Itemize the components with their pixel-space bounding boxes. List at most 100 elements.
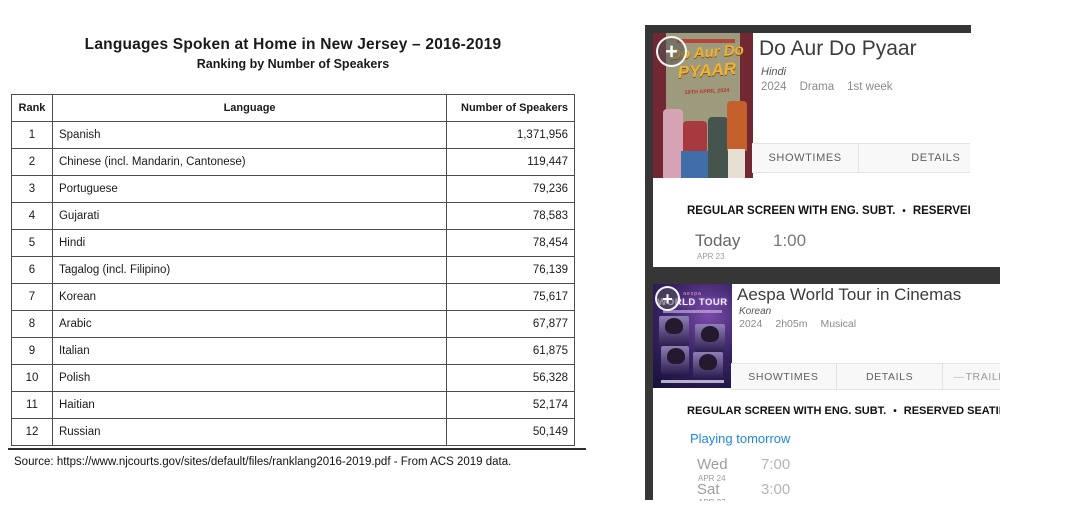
tab-details[interactable]: DETAILS xyxy=(837,364,944,389)
rank-cell: 3 xyxy=(11,175,53,203)
movie-tabbar: SHOWTIMES DETAILS —TRAILER xyxy=(731,363,1000,390)
table-header-row: Rank Language Number of Speakers xyxy=(11,94,575,122)
screen-type: REGULAR SCREEN WITH ENG. SUBT. xyxy=(687,405,887,417)
showtime-day: Wed xyxy=(697,456,728,473)
rank-cell: 8 xyxy=(11,310,53,338)
table-row: 7 Korean 75,617 xyxy=(11,283,575,311)
movie-meta: 2024 Drama 1st week xyxy=(761,81,906,93)
movie-week: 1st week xyxy=(847,81,893,93)
movie-card-aespa-world-tour: aespa WORLD TOUR + Aespa World Tour in C… xyxy=(653,284,1000,526)
table-row: 8 Arabic 67,877 xyxy=(11,310,575,338)
table-row: 10 Polish 56,328 xyxy=(11,364,575,392)
speakers-cell: 52,174 xyxy=(446,391,575,419)
bullet-separator: • xyxy=(902,206,906,217)
speakers-cell: 67,877 xyxy=(446,310,575,338)
showtime-button[interactable]: 3:00 xyxy=(761,481,791,498)
movie-genre: Musical xyxy=(820,318,857,330)
column-header-language: Language xyxy=(51,94,448,122)
language-cell: Chinese (incl. Mandarin, Cantonese) xyxy=(51,148,448,176)
showtime-button[interactable]: 1:00 xyxy=(773,231,807,250)
table-row: 9 Italian 61,875 xyxy=(11,337,575,365)
rank-cell: 1 xyxy=(11,121,53,149)
language-cell: Arabic xyxy=(51,310,448,338)
bullet-separator: • xyxy=(893,406,897,417)
seating-type: RESERVED SEATING xyxy=(912,205,970,217)
poster-figure xyxy=(728,149,745,178)
rank-cell: 7 xyxy=(11,283,53,311)
language-cell: Hindi xyxy=(51,229,448,257)
movie-poster[interactable]: Do Aur Do PYAAR 19TH APRIL 2024 + xyxy=(653,33,753,178)
showtime-date: APR 27 xyxy=(698,498,738,501)
speakers-cell: 1,371,956 xyxy=(446,121,575,149)
speakers-cell: 79,236 xyxy=(446,175,575,203)
poster-release-date: 19TH APRIL 2024 xyxy=(684,87,730,97)
movie-year: 2024 xyxy=(739,318,763,330)
table-row: 5 Hindi 78,454 xyxy=(11,229,575,257)
document-title: Languages Spoken at Home in New Jersey –… xyxy=(84,36,502,53)
poster-figure xyxy=(727,101,747,151)
tab-showtimes[interactable]: SHOWTIMES xyxy=(752,144,860,172)
speakers-cell: 61,875 xyxy=(446,337,575,365)
movie-language: Hindi xyxy=(761,66,787,78)
movie-language: Korean xyxy=(739,306,772,317)
add-to-watchlist-icon[interactable]: + xyxy=(656,36,687,67)
language-cell: Gujarati xyxy=(51,202,448,230)
table-bottom-rule xyxy=(8,448,586,450)
source-citation: Source: https://www.njcourts.gov/sites/d… xyxy=(14,456,512,468)
screen-type: REGULAR SCREEN WITH ENG. SUBT. xyxy=(687,205,896,217)
tab-details[interactable]: DETAILS xyxy=(911,152,961,164)
screen-format-info: REGULAR SCREEN WITH ENG. SUBT. • RESERVED … xyxy=(687,205,970,217)
column-header-rank: Rank xyxy=(11,94,53,122)
screen-format-info: REGULAR SCREEN WITH ENG. SUBT. • RESERVED … xyxy=(687,405,1000,417)
movie-tabbar: SHOWTIMES DETAILS xyxy=(752,143,970,173)
movie-card-do-aur-do-pyaar: Do Aur Do PYAAR 19TH APRIL 2024 + Do Aur… xyxy=(653,33,970,267)
tab-showtimes[interactable]: SHOWTIMES xyxy=(731,364,837,389)
tab-trailer[interactable]: —TRAILER xyxy=(943,364,1000,389)
poster-subtitle-bar xyxy=(663,310,722,313)
speakers-cell: 75,617 xyxy=(446,283,575,311)
language-cell: Tagalog (incl. Filipino) xyxy=(51,256,448,284)
column-header-speakers: Number of Speakers xyxy=(446,94,575,122)
cinema-frame-divider xyxy=(645,267,1000,284)
rank-cell: 10 xyxy=(11,364,53,392)
showtime-button[interactable]: 7:00 xyxy=(761,456,791,473)
language-table: Rank Language Number of Speakers 1 Spani… xyxy=(11,94,575,446)
poster-artist-name: aespa xyxy=(683,291,702,297)
poster-top-banner xyxy=(677,39,735,43)
poster-title-text: WORLD TOUR xyxy=(657,297,728,308)
playing-tomorrow-link[interactable]: Playing tomorrow xyxy=(690,431,791,446)
showtime-day: Today xyxy=(695,231,741,250)
speakers-cell: 50,149 xyxy=(446,418,575,446)
language-ranking-document: Languages Spoken at Home in New Jersey –… xyxy=(8,36,586,468)
seating-type: RESERVED SEATING xyxy=(903,405,1000,417)
rank-cell: 2 xyxy=(11,148,53,176)
document-subtitle: Ranking by Number of Speakers xyxy=(196,57,390,71)
movie-title: Do Aur Do Pyaar xyxy=(759,37,917,60)
language-cell: Spanish xyxy=(51,121,448,149)
rank-cell: 11 xyxy=(11,391,53,419)
cinema-frame-left xyxy=(645,25,653,500)
language-cell: Portuguese xyxy=(51,175,448,203)
showtime-date-clipped: APR 27 xyxy=(698,498,738,501)
language-cell: Haitian xyxy=(51,391,448,419)
add-to-watchlist-icon[interactable]: + xyxy=(655,286,680,311)
rank-cell: 12 xyxy=(11,418,53,446)
movie-genre: Drama xyxy=(799,81,835,93)
poster-curtain-left xyxy=(653,33,666,178)
table-row: 4 Gujarati 78,583 xyxy=(11,202,575,230)
tab-trailer-label: TRAILER xyxy=(965,370,1000,383)
poster-figure xyxy=(701,326,719,342)
poster-figure xyxy=(663,109,683,178)
movie-poster[interactable]: aespa WORLD TOUR + xyxy=(653,284,732,388)
language-cell: Polish xyxy=(51,364,448,392)
rank-cell: 4 xyxy=(11,202,53,230)
language-cell: Russian xyxy=(51,418,448,446)
showtime-date: APR 24 xyxy=(698,474,726,483)
table-row: 3 Portuguese 79,236 xyxy=(11,175,575,203)
movie-title: Aespa World Tour in Cinemas xyxy=(737,285,962,304)
speakers-cell: 78,454 xyxy=(446,229,575,257)
table-row: 2 Chinese (incl. Mandarin, Cantonese) 11… xyxy=(11,148,575,176)
poster-figure xyxy=(683,121,707,155)
table-row: 12 Russian 50,149 xyxy=(11,418,575,446)
